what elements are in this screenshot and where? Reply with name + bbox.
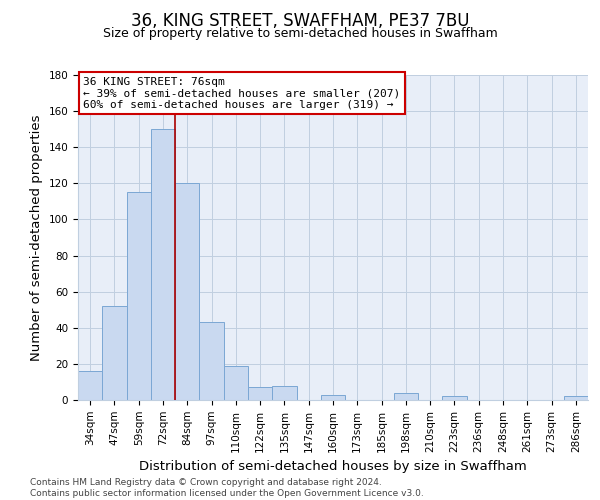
Bar <box>321 394 345 400</box>
Text: Size of property relative to semi-detached houses in Swaffham: Size of property relative to semi-detach… <box>103 28 497 40</box>
Bar <box>394 393 418 400</box>
Bar <box>127 192 151 400</box>
Bar <box>102 306 127 400</box>
Y-axis label: Number of semi-detached properties: Number of semi-detached properties <box>30 114 43 361</box>
Bar <box>564 396 588 400</box>
Bar <box>224 366 248 400</box>
Bar <box>199 322 224 400</box>
Text: 36 KING STREET: 76sqm
← 39% of semi-detached houses are smaller (207)
60% of sem: 36 KING STREET: 76sqm ← 39% of semi-deta… <box>83 76 400 110</box>
Bar <box>78 371 102 400</box>
Bar <box>442 396 467 400</box>
X-axis label: Distribution of semi-detached houses by size in Swaffham: Distribution of semi-detached houses by … <box>139 460 527 473</box>
Bar <box>151 129 175 400</box>
Bar <box>272 386 296 400</box>
Bar <box>248 388 272 400</box>
Text: Contains HM Land Registry data © Crown copyright and database right 2024.
Contai: Contains HM Land Registry data © Crown c… <box>30 478 424 498</box>
Bar <box>175 184 199 400</box>
Text: 36, KING STREET, SWAFFHAM, PE37 7BU: 36, KING STREET, SWAFFHAM, PE37 7BU <box>131 12 469 30</box>
